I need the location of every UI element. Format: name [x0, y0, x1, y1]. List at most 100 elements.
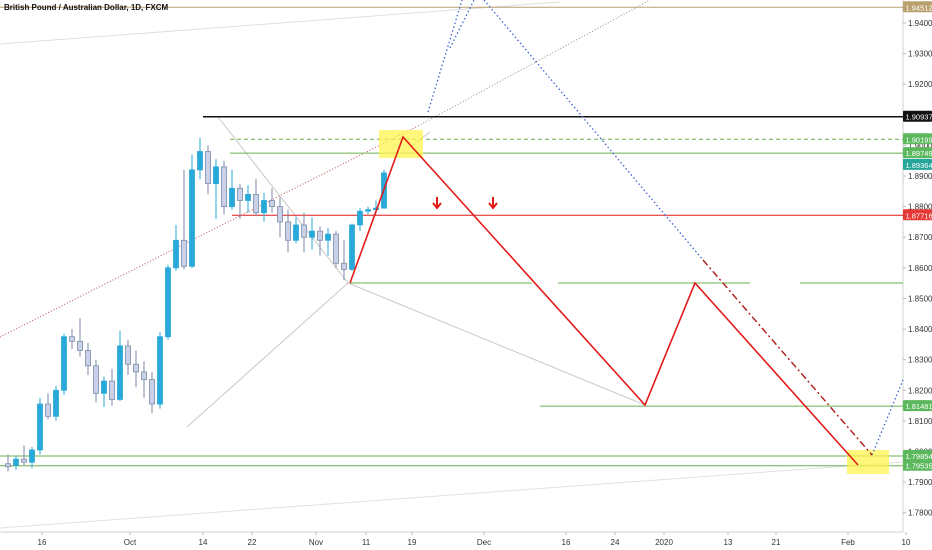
- blue-dotted-line-up: [427, 0, 463, 113]
- candle-body: [13, 458, 19, 466]
- blue-dotted-line-down: [483, 0, 704, 261]
- x-tick-label: 24: [611, 538, 620, 547]
- y-tick-label: 1.85000: [908, 294, 932, 303]
- candle-body: [133, 363, 139, 373]
- candle-body: [317, 230, 323, 241]
- candle-body: [29, 449, 35, 463]
- candle-body: [5, 463, 11, 468]
- y-tick-label: 1.78000: [908, 509, 932, 518]
- candle-body: [93, 365, 99, 394]
- x-tick-label: 13: [724, 538, 733, 547]
- candle-body: [141, 371, 147, 380]
- y-tick-label: 1.88000: [908, 203, 932, 212]
- candle-body: [45, 403, 51, 417]
- y-tick-label: 1.84000: [908, 325, 932, 334]
- x-tick-label: 11: [362, 538, 371, 547]
- price-label-bg: [903, 1, 932, 13]
- x-tick-label: 10: [902, 538, 911, 547]
- price-label-bg: [903, 110, 932, 122]
- candle-body: [293, 224, 299, 241]
- x-tick-label: 16: [38, 538, 47, 547]
- candle-body: [21, 458, 27, 463]
- candle-body: [149, 379, 155, 405]
- price-label: 1.79535: [906, 462, 932, 471]
- candle-body: [229, 187, 235, 208]
- candle-body: [301, 224, 307, 238]
- x-tick-label: Dec: [477, 538, 491, 547]
- red-dashdot-line: [702, 259, 873, 456]
- price-label-bg: [903, 449, 932, 461]
- y-tick-label: 1.81000: [908, 417, 932, 426]
- price-label: 1.90937: [906, 113, 932, 122]
- x-tick-label: 2020: [655, 538, 673, 547]
- grey-triangle-left: [186, 116, 349, 428]
- candle-body: [37, 403, 43, 451]
- candle-body: [85, 350, 91, 367]
- x-tick-label: Oct: [124, 538, 137, 547]
- price-label-bg: [903, 459, 932, 471]
- candle-body: [69, 336, 75, 342]
- y-tick-label: 1.86000: [908, 264, 932, 273]
- candle-body: [125, 345, 131, 365]
- price-label-bg: [903, 158, 932, 170]
- x-tick-label: 16: [562, 538, 571, 547]
- price-label: 1.79854: [906, 452, 932, 461]
- candle-body: [205, 151, 211, 185]
- candle-body: [189, 169, 195, 267]
- blue-dotted-line-up-2: [449, 0, 475, 49]
- x-tick-label: Nov: [309, 538, 323, 547]
- candle-body: [245, 193, 251, 201]
- y-tick-label: 1.93000: [908, 50, 932, 59]
- candle-body: [117, 345, 123, 400]
- candle-body: [357, 210, 363, 226]
- candle-body: [197, 151, 203, 171]
- down-arrow-icon: [432, 197, 442, 210]
- candle-body: [109, 380, 115, 400]
- candle-body: [157, 336, 163, 405]
- price-label: 1.89749: [906, 149, 932, 158]
- x-tick-label: 19: [408, 538, 417, 547]
- price-label: 1.87716: [906, 211, 932, 220]
- candle-body: [61, 336, 67, 391]
- candle-body: [277, 206, 283, 223]
- y-tick-label: 1.90000: [908, 141, 932, 150]
- candle-body: [365, 209, 371, 212]
- candle-body: [253, 193, 259, 214]
- chart-title: British Pound / Australian Dollar, 1D, F…: [4, 3, 169, 12]
- candle-body: [341, 262, 347, 270]
- candle-body: [269, 200, 275, 208]
- candle-body: [173, 239, 179, 269]
- grey-line-lower: [347, 282, 646, 406]
- candle-body: [333, 233, 339, 264]
- candle-body: [77, 340, 83, 351]
- candle-body: [165, 267, 171, 338]
- price-label: 1.81481: [906, 402, 932, 411]
- price-label-bg: [903, 147, 932, 159]
- red-dotted-trendline: [0, 125, 419, 338]
- price-label: 1.90199: [906, 135, 932, 144]
- faint-trendline-bottom: [0, 461, 904, 529]
- candle-body: [349, 224, 355, 270]
- candle-body: [309, 230, 315, 238]
- y-tick-label: 1.82000: [908, 386, 932, 395]
- candle-body: [53, 389, 59, 417]
- down-arrow-icon: [488, 197, 498, 210]
- candle-body: [237, 187, 243, 201]
- y-tick-label: 1.89000: [908, 172, 932, 181]
- candle-body: [221, 166, 227, 208]
- candle-body: [213, 166, 219, 185]
- x-tick-label: 14: [199, 538, 208, 547]
- price-label-bg: [903, 209, 932, 221]
- faint-trendline-top: [0, 1, 561, 45]
- y-tick-label: 1.83000: [908, 356, 932, 365]
- price-label-bg: [903, 400, 932, 412]
- y-tick-label: 1.92000: [908, 80, 932, 89]
- x-tick-label: Feb: [841, 538, 855, 547]
- y-tick-label: 1.87000: [908, 233, 932, 242]
- red-projection-path: [349, 135, 859, 466]
- price-label: 1.89364: [906, 161, 932, 170]
- candle-body: [101, 380, 107, 394]
- y-tick-label: 1.79000: [908, 478, 932, 487]
